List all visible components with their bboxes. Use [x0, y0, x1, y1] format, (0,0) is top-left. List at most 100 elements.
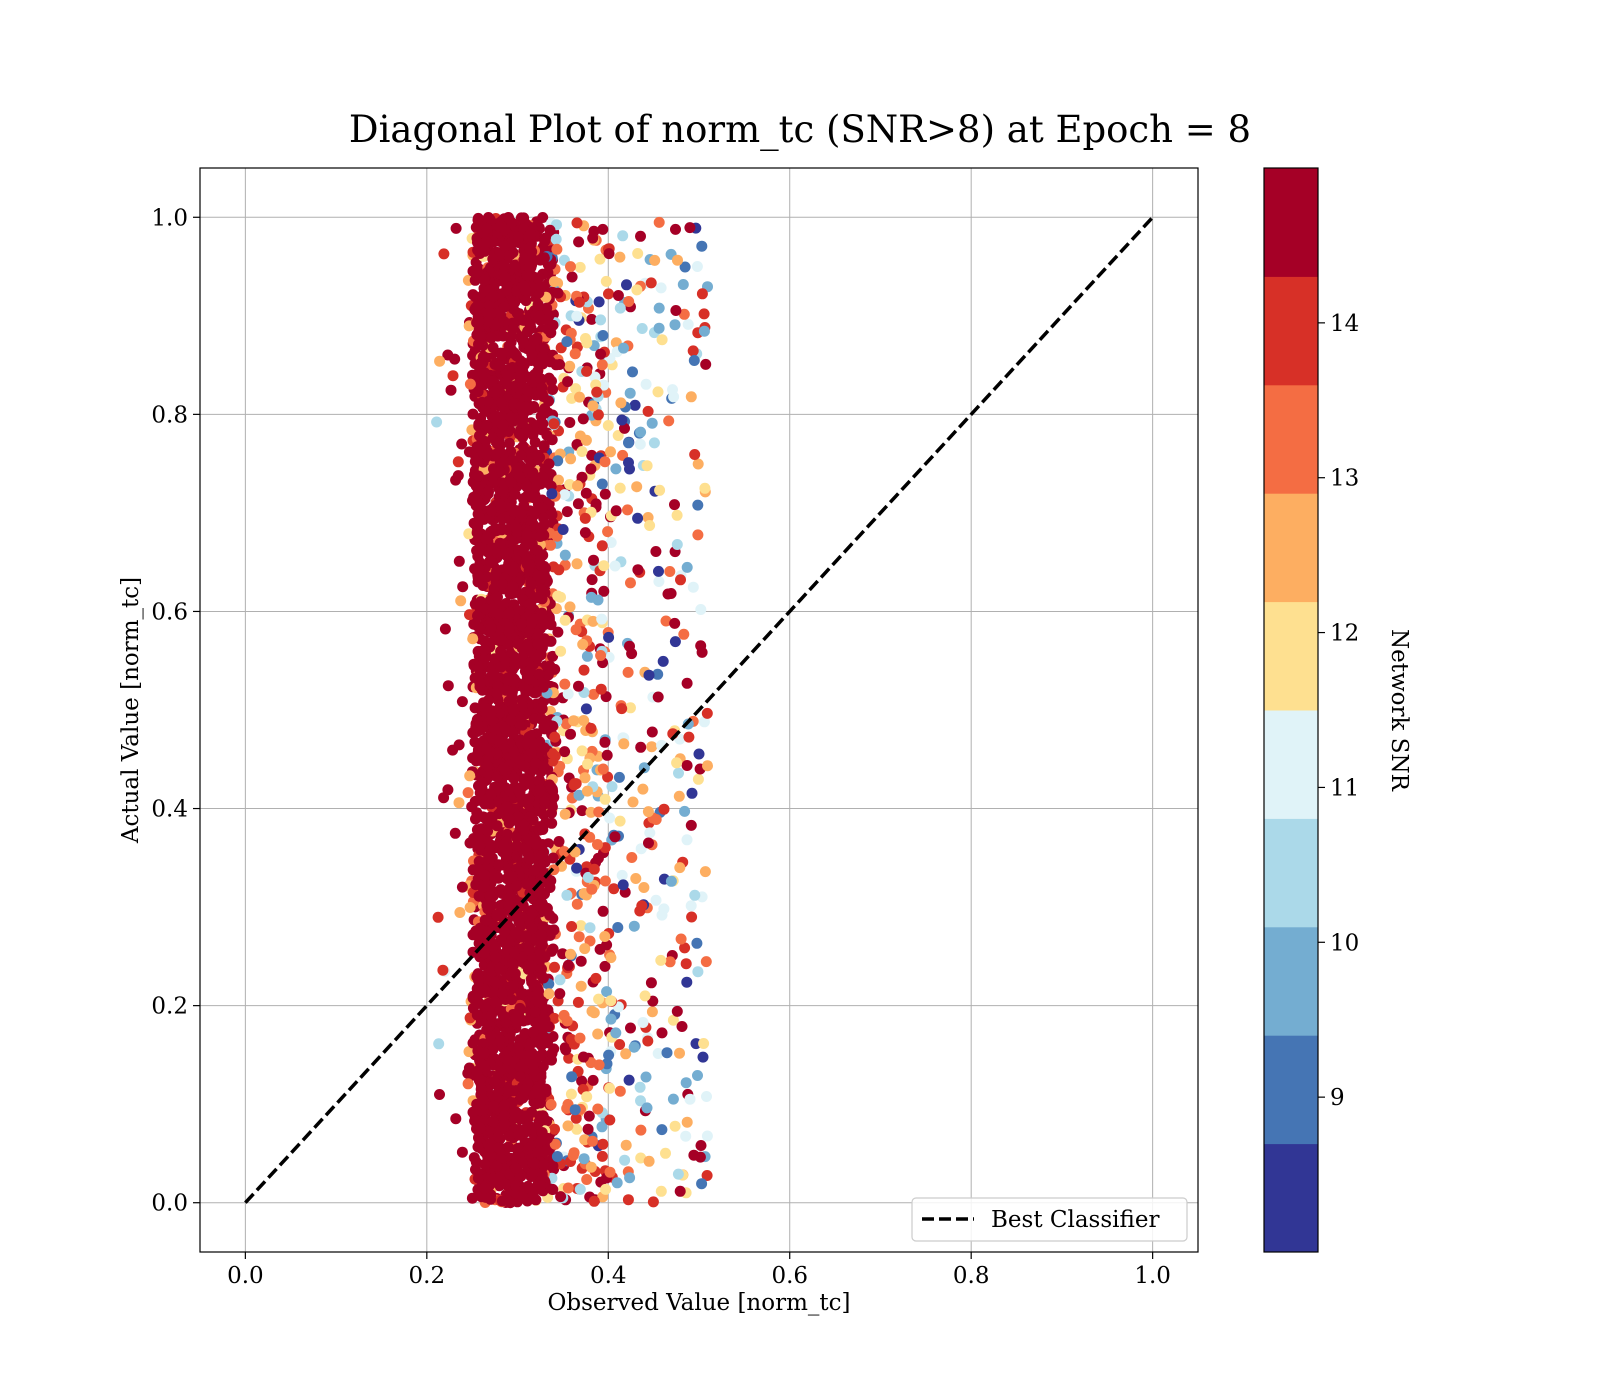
- scatter-point: [590, 972, 602, 984]
- scatter-point: [492, 872, 504, 884]
- scatter-point: [538, 742, 550, 754]
- scatter-point: [518, 337, 529, 349]
- scatter-point: [562, 1182, 574, 1194]
- scatter-point: [467, 1037, 479, 1049]
- scatter-point: [502, 1141, 514, 1153]
- scatter-point: [573, 931, 585, 943]
- scatter-point: [526, 923, 538, 934]
- scatter-point: [454, 907, 466, 918]
- scatter-point: [493, 608, 505, 620]
- scatter-point: [530, 1098, 542, 1110]
- scatter-point: [593, 296, 605, 308]
- scatter-point: [456, 1146, 468, 1158]
- scatter-point: [552, 287, 564, 299]
- scatter-point: [686, 787, 698, 799]
- scatter-point: [473, 662, 485, 674]
- scatter-point: [692, 1070, 703, 1081]
- scatter-point: [509, 259, 521, 271]
- scatter-point: [679, 261, 691, 273]
- scatter-point: [597, 330, 609, 341]
- scatter-point: [658, 903, 670, 915]
- best-classifier-layer: [244, 216, 1154, 1204]
- scatter-point: [576, 745, 588, 757]
- scatter-point: [624, 640, 635, 652]
- scatter-point: [520, 537, 532, 549]
- scatter-point: [642, 1035, 654, 1047]
- scatter-point: [625, 702, 636, 714]
- scatter-point: [585, 722, 597, 734]
- scatter-point: [570, 1112, 582, 1124]
- scatter-point: [568, 715, 580, 727]
- scatter-point: [574, 1032, 586, 1044]
- scatter-point: [578, 664, 590, 676]
- scatter-point: [469, 736, 481, 748]
- y-tick-label: 1.0: [151, 205, 188, 231]
- scatter-point: [547, 1160, 559, 1172]
- scatter-point: [596, 478, 608, 490]
- colorbar-segment: [1264, 818, 1318, 928]
- scatter-point: [569, 1104, 581, 1116]
- scatter-point: [499, 926, 510, 938]
- scatter-point: [652, 1048, 664, 1059]
- legend: Best Classifier: [911, 1197, 1188, 1242]
- scatter-point: [497, 330, 509, 342]
- scatter-point: [521, 481, 533, 493]
- scatter-point: [565, 1033, 577, 1045]
- scatter-point: [687, 345, 699, 357]
- scatter-point: [640, 1071, 652, 1083]
- axes-frame: [199, 167, 1199, 1253]
- scatter-point: [531, 480, 542, 492]
- scatter-point: [536, 382, 548, 394]
- scatter-point: [493, 1142, 505, 1154]
- scatter-point: [595, 348, 607, 360]
- scatter-point: [677, 279, 689, 290]
- scatter-point: [530, 687, 542, 698]
- scatter-point: [597, 763, 609, 775]
- scatter-point: [481, 760, 493, 772]
- scatter-point: [519, 1084, 531, 1096]
- scatter-point: [555, 645, 567, 657]
- colorbar-tick-label: 9: [1330, 1085, 1345, 1111]
- scatter-point: [592, 839, 603, 850]
- y-tick-label: 0.2: [151, 994, 188, 1020]
- scatter-point: [620, 1048, 632, 1060]
- scatter-point: [582, 871, 594, 883]
- scatter-point: [581, 785, 593, 797]
- scatter-point: [471, 1009, 483, 1021]
- scatter-point: [504, 892, 516, 904]
- scatter-point: [657, 655, 669, 667]
- scatter-point: [481, 1024, 493, 1036]
- scatter-point: [653, 216, 665, 228]
- scatter-point: [549, 961, 560, 973]
- scatter-point: [685, 900, 697, 912]
- scatter-point: [513, 1142, 524, 1154]
- scatter-point: [533, 954, 545, 965]
- scatter-point: [646, 726, 658, 738]
- scatter-point: [653, 302, 665, 314]
- scatter-point: [678, 628, 690, 640]
- scatter-point: [676, 1021, 688, 1032]
- x-tick-label: 0.2: [409, 1263, 446, 1289]
- scatter-point: [599, 456, 611, 468]
- scatter-point: [653, 565, 664, 577]
- colorbar-segment: [1264, 601, 1318, 711]
- scatter-point: [471, 441, 483, 453]
- scatter-point: [467, 1106, 479, 1118]
- chart-title: Diagonal Plot of norm_tc (SNR>8) at Epoc…: [349, 108, 1251, 152]
- scatter-point: [547, 650, 559, 662]
- scatter-point: [481, 743, 492, 755]
- scatter-point: [503, 695, 515, 707]
- scatter-point: [528, 492, 540, 504]
- scatter-point: [673, 767, 684, 779]
- scatter-point: [497, 419, 509, 431]
- scatter-point: [487, 253, 499, 265]
- scatter-point: [546, 375, 557, 387]
- scatter-point: [518, 760, 530, 772]
- scatter-point: [526, 515, 538, 526]
- scatter-point: [551, 1151, 563, 1162]
- scatter-point: [565, 728, 576, 740]
- scatter-point: [450, 474, 462, 486]
- scatter-point: [675, 574, 686, 586]
